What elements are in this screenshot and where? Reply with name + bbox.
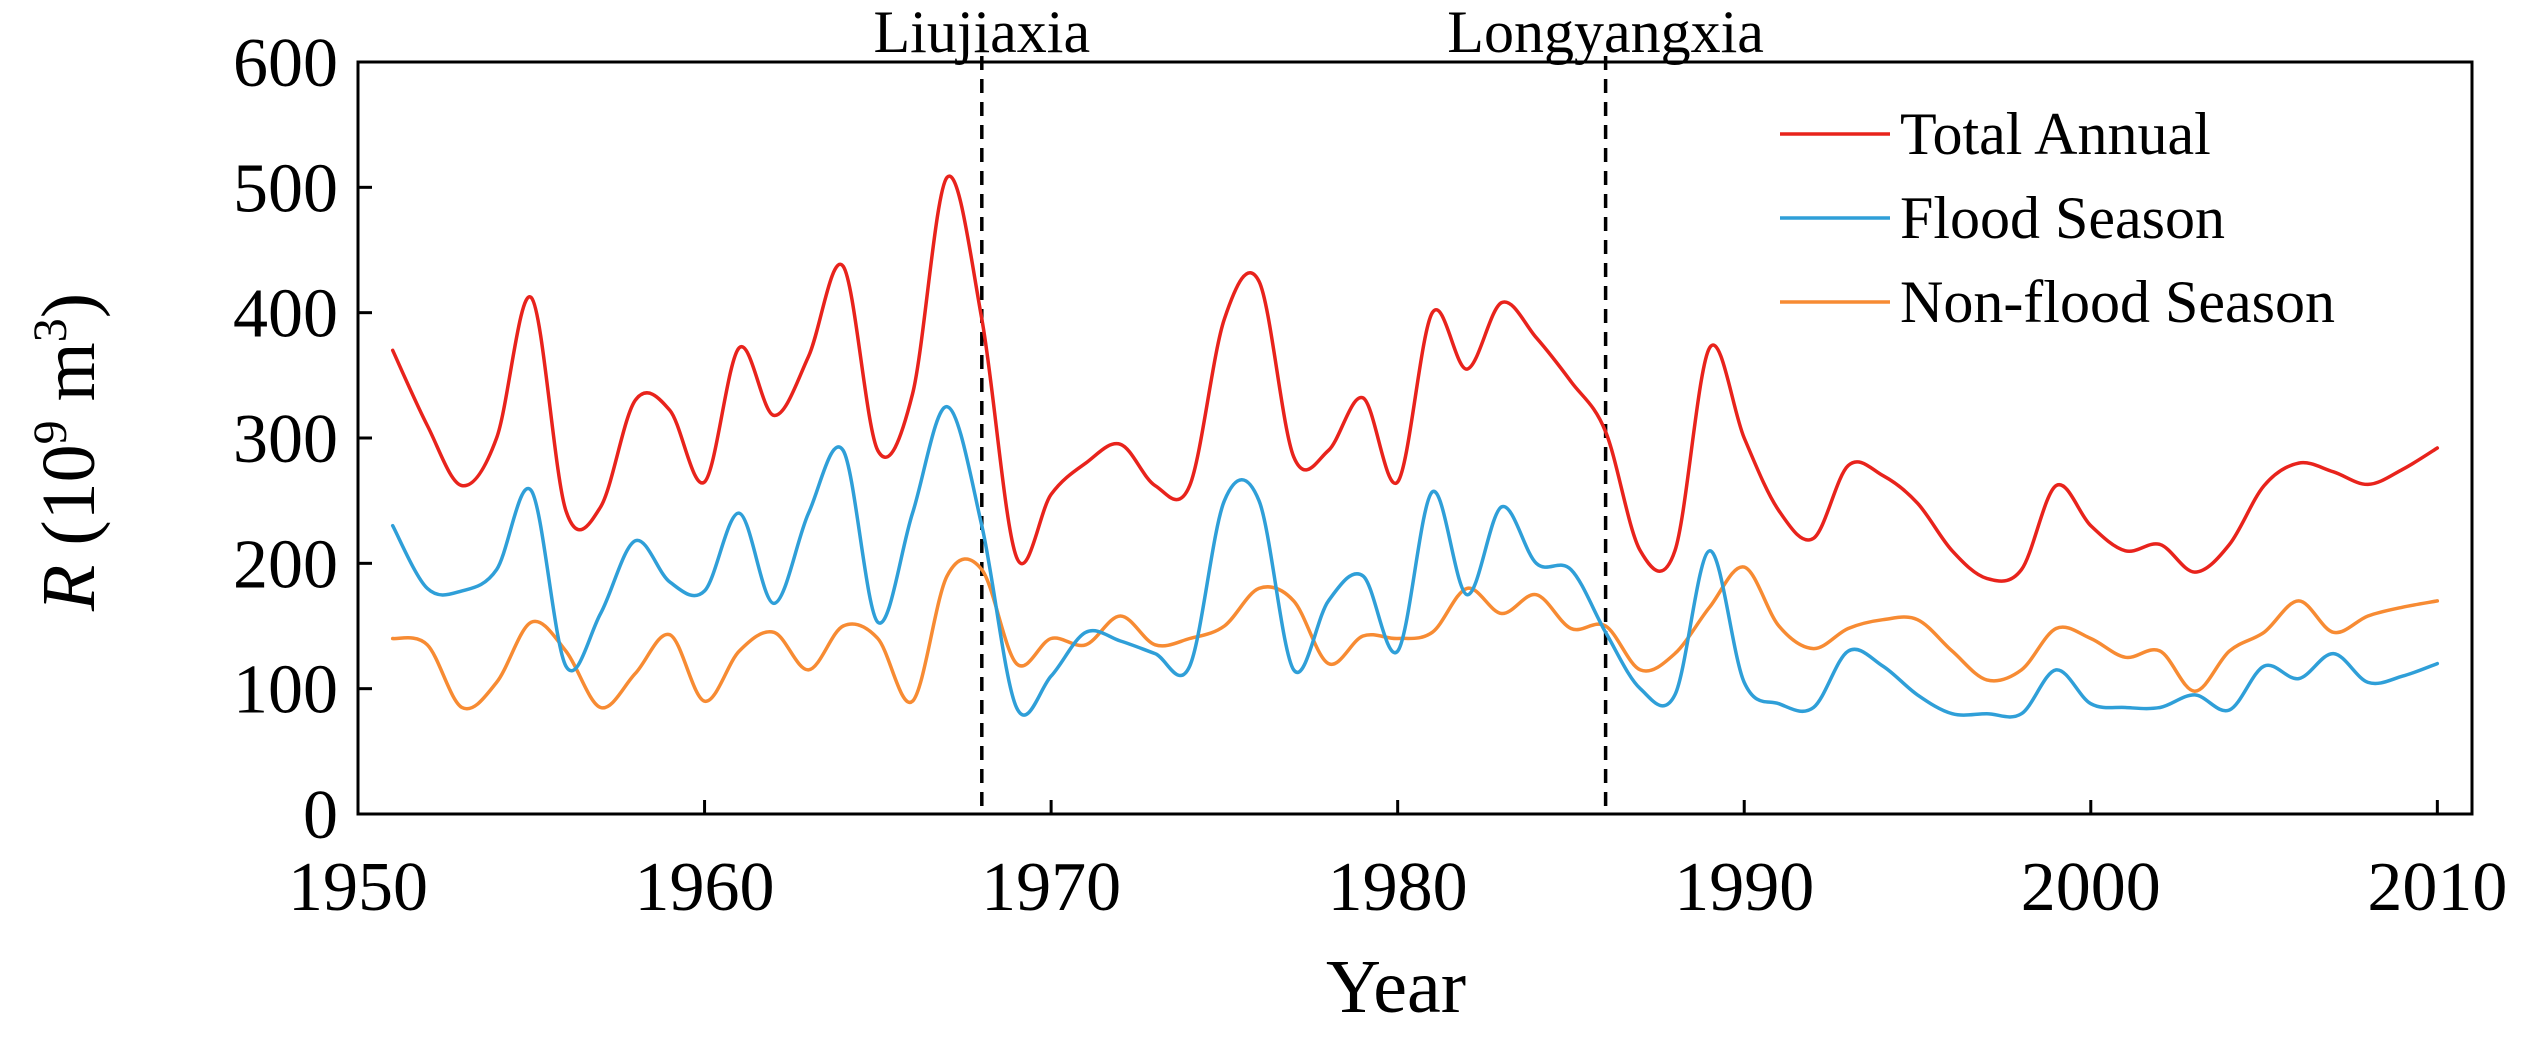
x-tick-label: 1950 (288, 849, 428, 926)
x-axis-ticks: 1950 1960 1970 1980 1990 2000 2010 (288, 800, 2507, 926)
plot-area (356, 60, 2474, 816)
y-tick-label: 100 (233, 652, 338, 729)
y-tick-label: 300 (233, 401, 338, 478)
y-axis-title-symbol: R (27, 565, 111, 612)
y-axis-title-exp2: 3 (24, 318, 77, 342)
y-tick-label: 200 (233, 526, 338, 603)
y-tick-label: 600 (233, 25, 338, 102)
x-tick-label: 2010 (2367, 849, 2507, 926)
x-tick-label: 1960 (635, 849, 775, 926)
legend-label-non-flood-season: Non-flood Season (1900, 269, 2335, 335)
annotation-label-longyangxia: Longyangxia (1447, 0, 1764, 65)
y-tick-label: 0 (303, 777, 338, 854)
annotations: Liujiaxia Longyangxia (874, 0, 1764, 814)
x-tick-label: 1980 (1328, 849, 1468, 926)
plot-frame (356, 60, 2474, 816)
series-line-total-annual (390, 174, 2440, 583)
y-tick-label: 500 (233, 150, 338, 227)
x-tick-label: 2000 (2021, 849, 2161, 926)
series-line-flood-season (390, 404, 2440, 719)
y-axis-title: R (109 m3) (24, 293, 111, 612)
legend-label-total-annual: Total Annual (1900, 101, 2211, 167)
annotation-label-liujiaxia: Liujiaxia (874, 0, 1091, 65)
y-tick-label: 400 (233, 276, 338, 353)
y-axis-title-unit-close: ) (27, 293, 111, 318)
y-axis-title-unit-mid: m (27, 342, 111, 420)
x-axis-title: Year (1326, 945, 1466, 1029)
series-line-non-flood-season (390, 557, 2440, 711)
series-layer (390, 174, 2440, 719)
legend: Total Annual Flood Season Non-flood Season (1780, 101, 2335, 335)
x-tick-label: 1990 (1674, 849, 1814, 926)
y-axis-ticks: 0 100 200 300 400 500 600 (233, 25, 372, 854)
y-axis-title-unit-open: (10 (27, 444, 111, 564)
y-axis-title-exp1: 9 (24, 420, 77, 444)
x-tick-label: 1970 (981, 849, 1121, 926)
legend-label-flood-season: Flood Season (1900, 185, 2225, 251)
